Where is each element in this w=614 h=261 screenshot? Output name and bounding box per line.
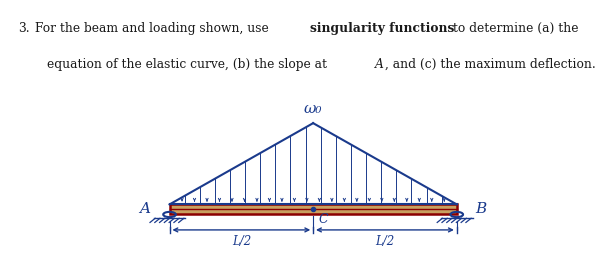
Text: A: A	[139, 201, 150, 216]
Text: , and (c) the maximum deflection.: , and (c) the maximum deflection.	[385, 58, 596, 71]
Text: 3.: 3.	[18, 22, 29, 35]
Text: singularity functions: singularity functions	[310, 22, 454, 35]
Text: B: B	[475, 201, 487, 216]
Text: L/2: L/2	[231, 235, 251, 248]
Text: A: A	[375, 58, 384, 71]
Text: to determine (a) the: to determine (a) the	[449, 22, 578, 35]
Text: C: C	[319, 213, 328, 226]
Text: equation of the elastic curve, (b) the slope at: equation of the elastic curve, (b) the s…	[47, 58, 331, 71]
Polygon shape	[169, 204, 457, 215]
Text: ω₀: ω₀	[304, 102, 322, 116]
Text: For the beam and loading shown, use: For the beam and loading shown, use	[35, 22, 273, 35]
Text: L/2: L/2	[375, 235, 395, 248]
